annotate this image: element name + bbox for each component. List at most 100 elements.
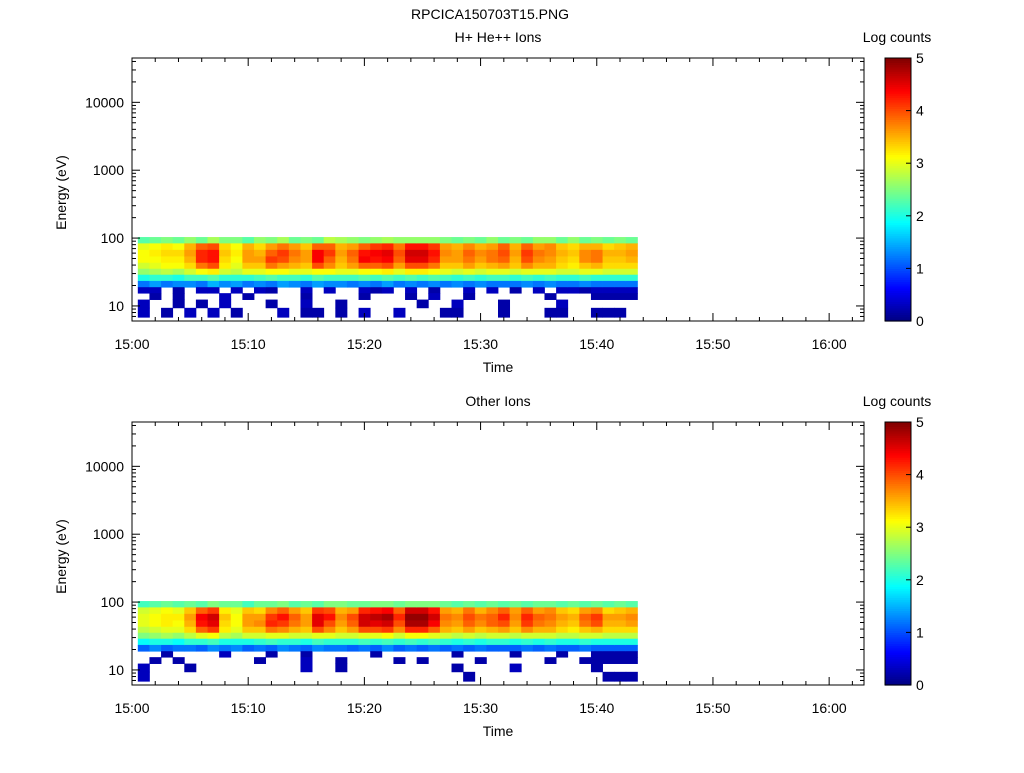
heatmap-cell: [265, 274, 278, 282]
heatmap-cell: [300, 249, 313, 257]
heatmap-cell: [602, 601, 615, 608]
heatmap-cell: [346, 620, 359, 628]
heatmap-cell: [312, 644, 325, 652]
heatmap-cell: [521, 256, 534, 264]
heatmap-cell: [161, 613, 174, 621]
heatmap-cell: [300, 620, 313, 628]
heatmap-cell: [509, 262, 522, 270]
heatmap-cell: [254, 607, 267, 615]
colorbar-segment: [885, 682, 911, 686]
heatmap-cell: [277, 262, 290, 270]
heatmap-cell: [381, 274, 394, 282]
heatmap-cell: [230, 256, 243, 264]
heatmap-cell: [393, 256, 406, 264]
heatmap-cell: [625, 657, 638, 664]
heatmap-cell: [265, 280, 278, 288]
heatmap-cell: [219, 620, 232, 628]
heatmap-cell: [312, 601, 325, 608]
colorbar-segment: [885, 79, 911, 83]
heatmap-cell: [312, 262, 325, 270]
colorbar-segment: [885, 182, 911, 186]
heatmap-cell: [439, 243, 452, 251]
heatmap-cell: [312, 280, 325, 288]
heatmap-cell: [498, 613, 511, 621]
heatmap-cell: [137, 663, 150, 673]
colorbar-segment: [885, 621, 911, 625]
heatmap-cell: [556, 632, 569, 640]
colorbar-segment: [885, 68, 911, 72]
heatmap-cell: [149, 620, 162, 628]
heatmap-cell: [393, 632, 406, 640]
colorbar-segment: [885, 483, 911, 487]
heatmap-cell: [567, 632, 580, 640]
heatmap-cell: [230, 601, 243, 608]
colorbar-segment: [885, 167, 911, 171]
heatmap-cell: [184, 644, 197, 652]
heatmap-cell: [219, 632, 232, 640]
colorbar-segment: [885, 95, 911, 99]
colorbar-segment: [885, 606, 911, 609]
heatmap-cell: [614, 293, 627, 300]
colorbar-segment: [885, 228, 911, 232]
x-tick-label: 16:00: [812, 336, 847, 352]
heatmap-cell: [172, 299, 185, 309]
heatmap-cell: [590, 249, 603, 257]
heatmap-cell: [451, 620, 464, 628]
heatmap-cell: [474, 626, 487, 634]
colorbar-segment: [885, 470, 911, 474]
colorbar-segment: [885, 266, 911, 269]
colorbar-segment: [885, 435, 911, 438]
colorbar-tick-label: 4: [916, 467, 924, 483]
colorbar-segment: [885, 459, 911, 463]
heatmap-cell: [219, 638, 232, 646]
colorbar-segment: [885, 141, 911, 145]
heatmap-cell: [277, 307, 290, 318]
heatmap-cell: [405, 607, 418, 615]
heatmap-cell: [509, 638, 522, 646]
x-axis-label: Time: [483, 359, 514, 375]
heatmap-cell: [416, 237, 429, 244]
heatmap-cell: [242, 638, 255, 646]
heatmap-cell: [277, 268, 290, 276]
heatmap-cell: [219, 626, 232, 634]
colorbar-segment: [885, 551, 911, 555]
heatmap-cell: [428, 613, 441, 621]
heatmap-cell: [405, 601, 418, 608]
heatmap-cell: [579, 613, 592, 621]
heatmap-cell: [590, 243, 603, 251]
colorbar-segment: [885, 660, 911, 664]
heatmap-cell: [370, 626, 383, 634]
heatmap-cell: [521, 638, 534, 646]
heatmap-cell: [590, 657, 603, 664]
heatmap-cell: [439, 601, 452, 608]
heatmap-cell: [532, 274, 545, 282]
heatmap-cell: [265, 626, 278, 634]
heatmap-cell: [498, 249, 511, 257]
heatmap-cell: [567, 613, 580, 621]
heatmap-cell: [184, 626, 197, 634]
heatmap-cell: [602, 243, 615, 251]
heatmap-cell: [567, 274, 580, 282]
heatmap-cell: [439, 613, 452, 621]
colorbar-segment: [885, 667, 911, 671]
heatmap-cell: [544, 632, 557, 640]
heatmap-cell: [556, 299, 569, 309]
heatmap-cell: [532, 237, 545, 244]
heatmap-cell: [265, 632, 278, 640]
colorbar-segment: [885, 174, 911, 177]
heatmap-cell: [567, 287, 580, 294]
heatmap-cell: [323, 638, 336, 646]
heatmap-cell: [254, 601, 267, 608]
heatmap-cell: [161, 274, 174, 282]
heatmap-cell: [474, 632, 487, 640]
heatmap-cell: [323, 256, 336, 264]
heatmap-cell: [625, 237, 638, 244]
heatmap-cell: [265, 299, 278, 309]
colorbar-segment: [885, 669, 911, 673]
heatmap-cell: [393, 620, 406, 628]
heatmap-cell: [556, 287, 569, 294]
colorbar-segment: [885, 663, 911, 666]
heatmap-cell: [207, 256, 220, 264]
heatmap-cells: [137, 237, 638, 318]
